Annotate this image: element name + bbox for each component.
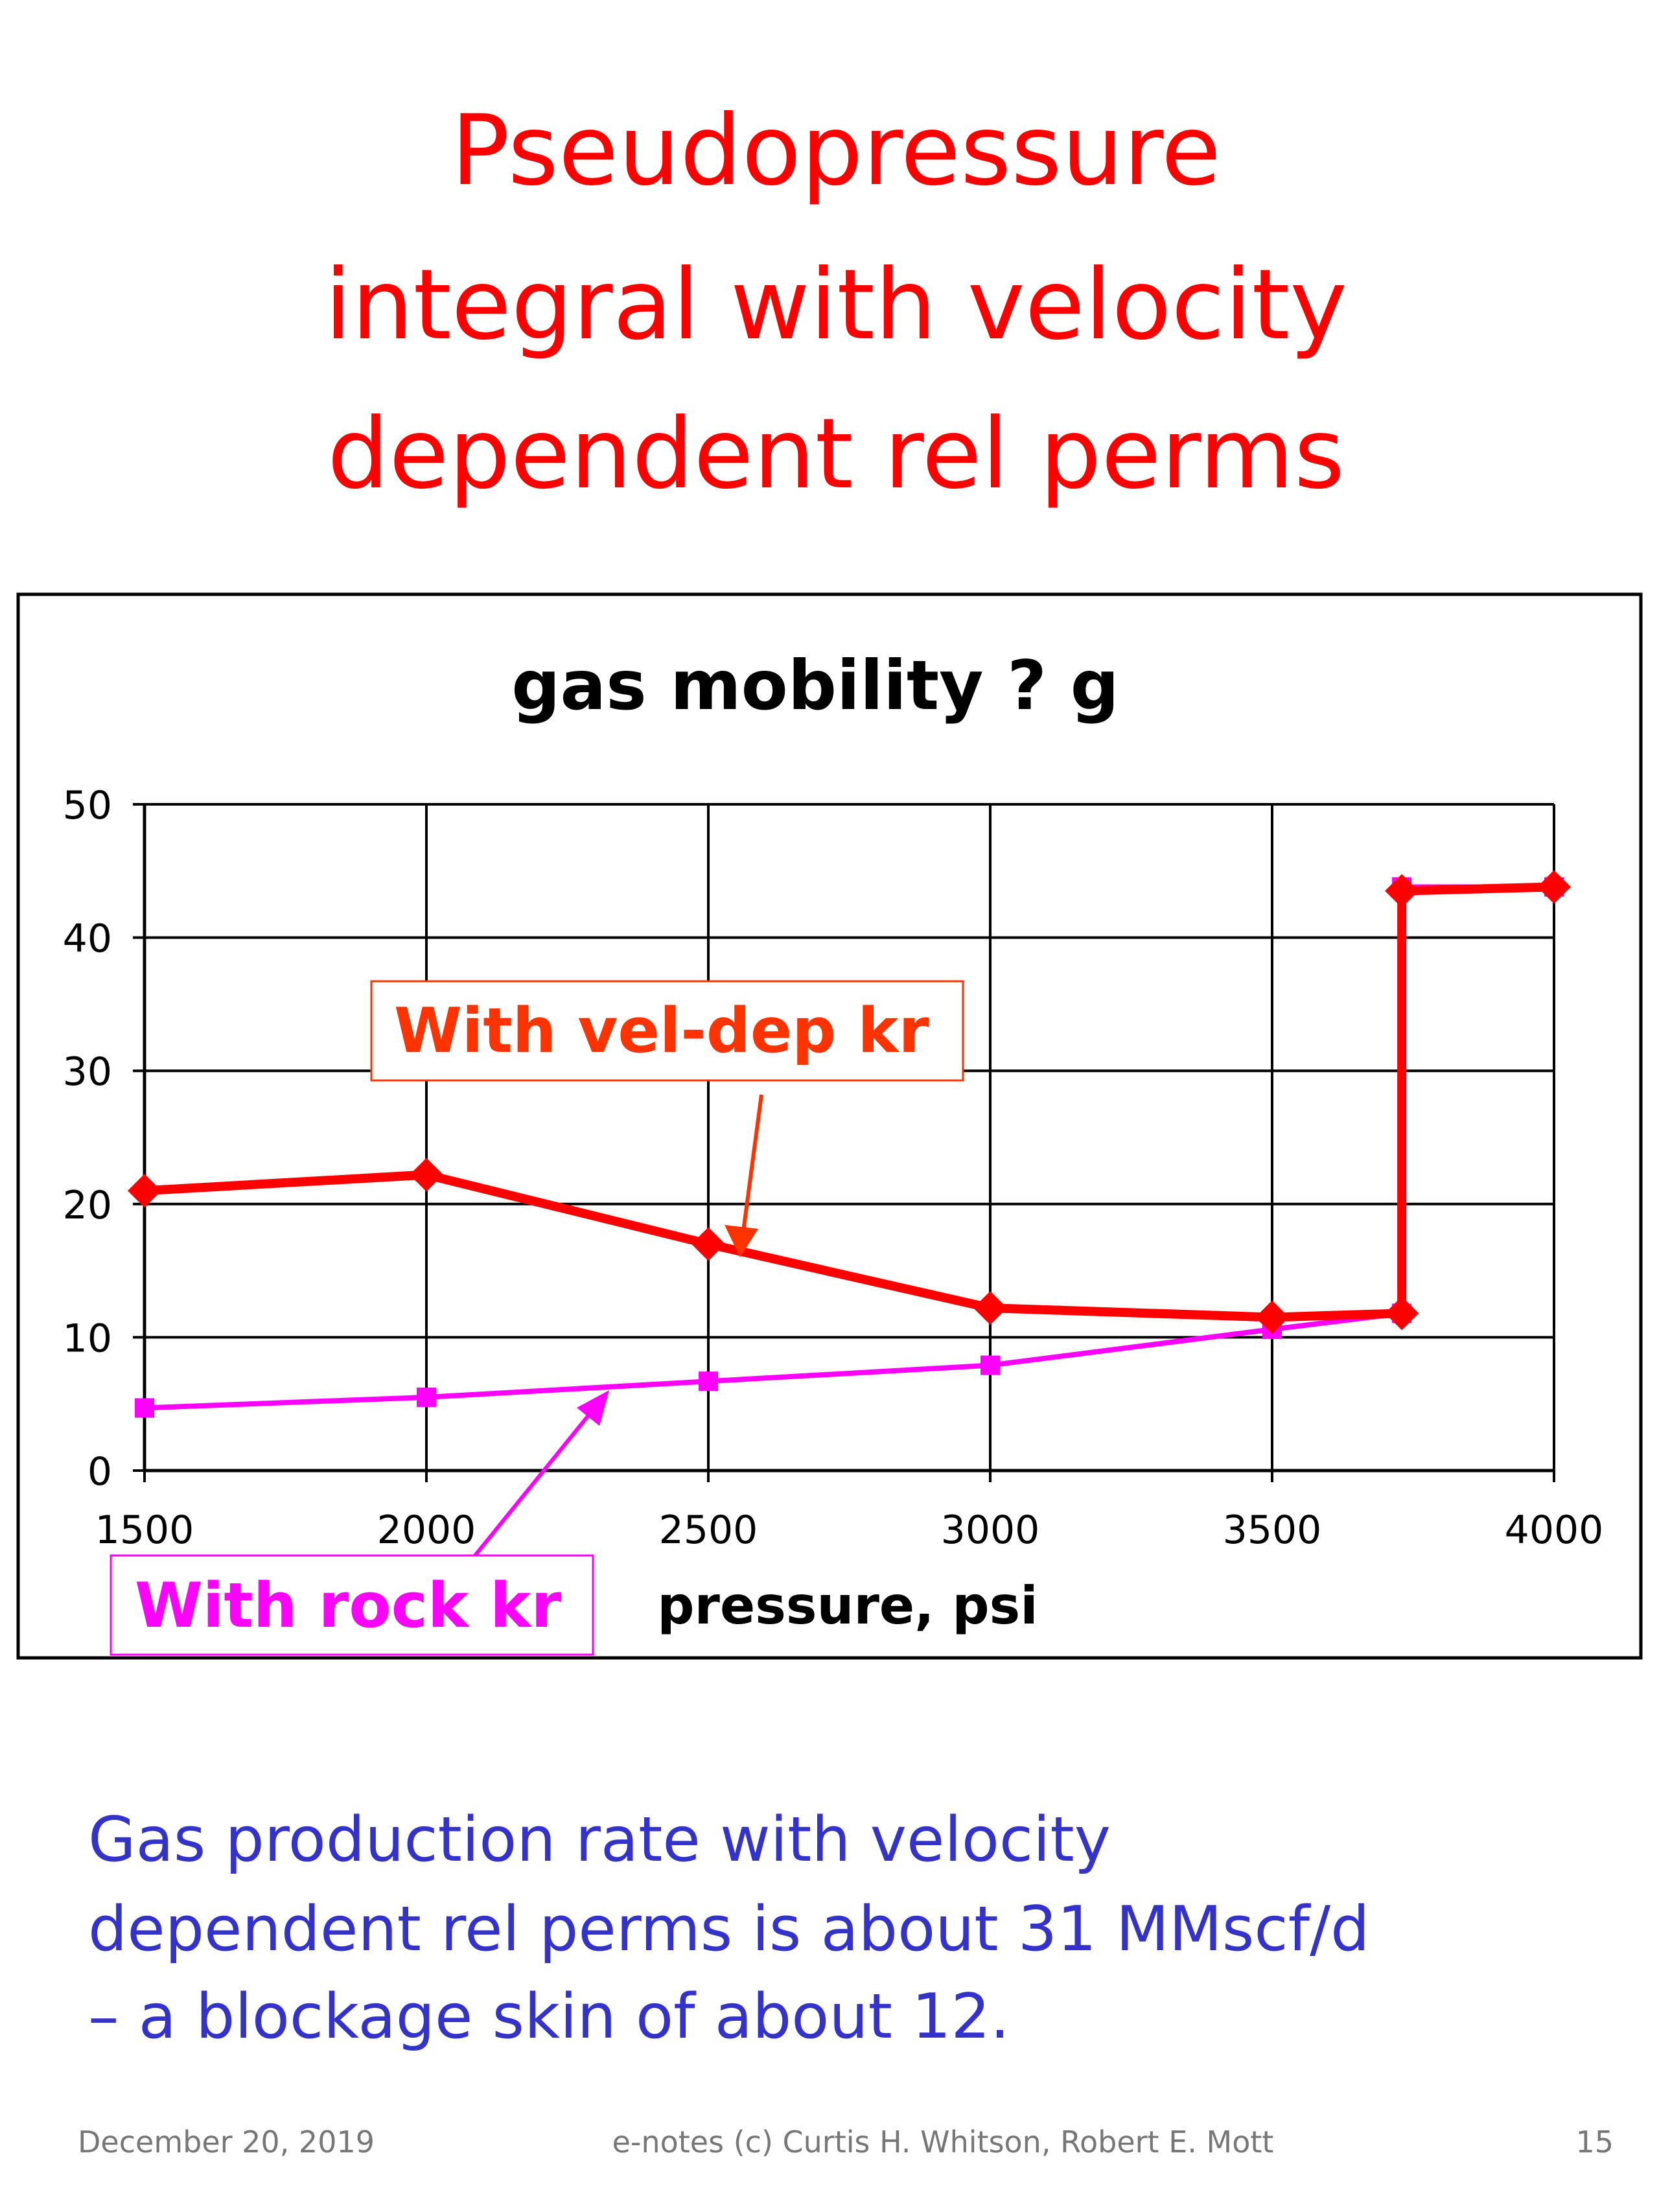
y-tick-label: 40 <box>63 916 112 962</box>
x-tick-label: 4000 <box>1505 1508 1604 1553</box>
body-line: Gas production rate with velocity <box>88 1804 1111 1876</box>
y-tick-label: 30 <box>63 1049 112 1095</box>
body-text: Gas production rate with velocity depend… <box>88 1804 1369 2053</box>
annotation-box <box>110 1554 594 1656</box>
marker <box>699 1371 718 1391</box>
x-tick-label: 2000 <box>377 1508 476 1553</box>
footer-date: December 20, 2019 <box>78 2125 375 2160</box>
y-tick-label: 0 <box>87 1449 112 1495</box>
annotation-box <box>370 980 964 1082</box>
arrow-head <box>725 1225 758 1257</box>
arrow-head <box>577 1390 609 1426</box>
chart-frame <box>16 592 1643 1660</box>
chart-title: gas mobility ? g <box>511 646 1119 725</box>
x-tick-label: 2500 <box>659 1508 758 1553</box>
x-tick-label: 3500 <box>1223 1508 1322 1553</box>
annotation: With rock kr <box>135 1570 561 1642</box>
marker <box>1537 870 1571 904</box>
title-line: dependent rel perms <box>327 398 1345 511</box>
y-tick-label: 20 <box>63 1183 112 1228</box>
footer: December 20, 2019 e-notes (c) Curtis H. … <box>78 2125 1614 2160</box>
title-line: integral with velocity <box>325 249 1347 362</box>
marker <box>691 1227 725 1261</box>
footer-credit: e-notes (c) Curtis H. Whitson, Robert E.… <box>612 2125 1274 2160</box>
y-tick-label: 10 <box>63 1316 112 1361</box>
marker <box>973 1291 1007 1325</box>
title-line: Pseudopressure <box>451 95 1221 207</box>
annotation-arrow <box>473 1401 601 1557</box>
slide-title: Pseudopressure integral with velocity de… <box>325 95 1347 511</box>
marker <box>980 1355 1000 1375</box>
marker <box>135 1398 154 1418</box>
x-axis-label: pressure, psi <box>657 1576 1038 1636</box>
marker <box>410 1158 443 1192</box>
marker <box>1385 874 1419 908</box>
marker <box>1385 1296 1419 1331</box>
x-tick-label: 1500 <box>95 1508 194 1553</box>
body-line: – a blockage skin of about 12. <box>88 1981 1010 2053</box>
y-tick-label: 50 <box>63 783 112 828</box>
annotation-arrow <box>740 1094 763 1242</box>
x-tick-label: 3000 <box>941 1508 1040 1553</box>
body-line: dependent rel perms is about 31 MMscf/d <box>88 1894 1369 1965</box>
marker <box>1255 1300 1289 1334</box>
series-line <box>144 882 1555 1322</box>
annotation: With vel-dep kr <box>394 995 929 1067</box>
marker <box>128 1174 161 1208</box>
footer-page: 15 <box>1575 2125 1614 2160</box>
marker <box>417 1387 436 1407</box>
